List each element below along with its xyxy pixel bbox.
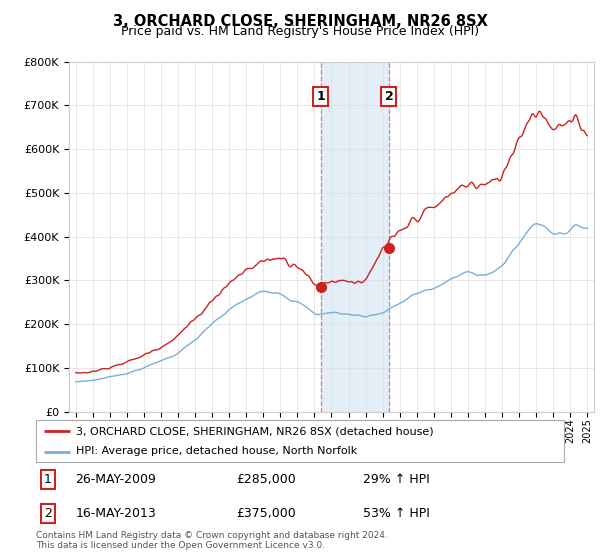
- Text: 53% ↑ HPI: 53% ↑ HPI: [364, 507, 430, 520]
- Text: 2: 2: [385, 90, 394, 103]
- Text: 2: 2: [44, 507, 52, 520]
- Text: 16-MAY-2013: 16-MAY-2013: [76, 507, 157, 520]
- Text: 26-MAY-2009: 26-MAY-2009: [76, 473, 157, 486]
- Bar: [321, 62, 389, 412]
- Text: Contains HM Land Registry data © Crown copyright and database right 2024.
This d: Contains HM Land Registry data © Crown c…: [36, 531, 388, 550]
- Text: £375,000: £375,000: [236, 507, 296, 520]
- Text: £285,000: £285,000: [236, 473, 296, 486]
- Text: Price paid vs. HM Land Registry's House Price Index (HPI): Price paid vs. HM Land Registry's House …: [121, 25, 479, 38]
- Text: HPI: Average price, detached house, North Norfolk: HPI: Average price, detached house, Nort…: [76, 446, 357, 456]
- Text: 1: 1: [317, 90, 325, 103]
- Text: 3, ORCHARD CLOSE, SHERINGHAM, NR26 8SX: 3, ORCHARD CLOSE, SHERINGHAM, NR26 8SX: [113, 14, 487, 29]
- FancyBboxPatch shape: [36, 420, 564, 462]
- Text: 29% ↑ HPI: 29% ↑ HPI: [364, 473, 430, 486]
- Text: 1: 1: [44, 473, 52, 486]
- Text: 3, ORCHARD CLOSE, SHERINGHAM, NR26 8SX (detached house): 3, ORCHARD CLOSE, SHERINGHAM, NR26 8SX (…: [76, 426, 433, 436]
